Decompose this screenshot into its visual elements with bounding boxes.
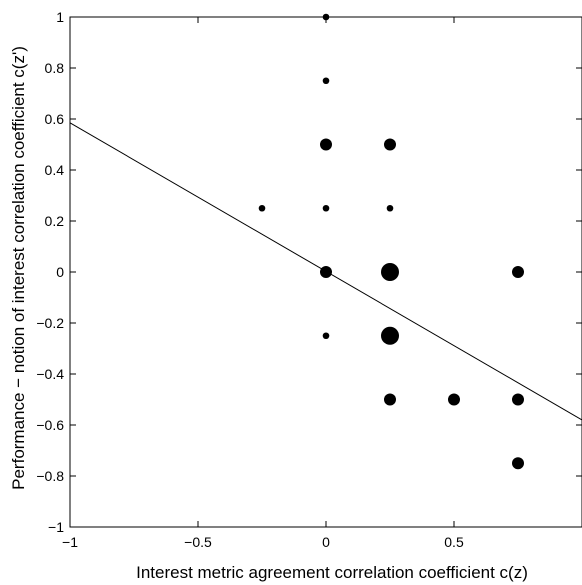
data-point [512,393,524,406]
data-point [322,204,330,212]
data-point [322,332,330,340]
data-points [258,13,524,470]
y-tick-label: −0.8 [36,468,64,484]
data-point [258,204,266,212]
y-tick-label: −1 [48,519,64,535]
y-tick-label: 0.2 [45,213,65,229]
data-point [512,266,524,278]
y-axis: 1 0.8 0.6 0.4 0.2 0 −0.2 −0.4 −0.6 −0.8 −1 [36,9,582,535]
y-tick-label: 0 [56,264,64,280]
x-tick-label: −1 [62,534,78,550]
data-point [381,263,399,281]
data-point [320,266,332,278]
data-point [448,393,460,406]
data-point [384,138,396,151]
y-tick-label: −0.4 [36,366,64,382]
x-tick-label: −0.5 [184,534,212,550]
y-axis-title: Performance − notion of interest correla… [9,46,28,490]
data-point [386,204,394,212]
x-tick-label: 0 [322,534,330,550]
x-axis-title: Interest metric agreement correlation co… [136,563,528,582]
data-point [320,138,332,151]
data-point [322,13,330,21]
y-tick-label: 0.6 [45,111,65,127]
y-tick-label: −0.6 [36,417,64,433]
y-tick-label: 0.4 [45,162,65,178]
data-point [512,457,524,470]
y-tick-label: −0.2 [36,315,64,331]
x-tick-label: 0.5 [444,534,464,550]
data-point [384,393,396,406]
data-point [381,326,399,345]
y-tick-label: 0.8 [45,60,65,76]
data-point [322,77,330,85]
y-tick-label: 1 [56,9,64,25]
x-axis: −1 −0.5 0 0.5 [62,17,464,550]
